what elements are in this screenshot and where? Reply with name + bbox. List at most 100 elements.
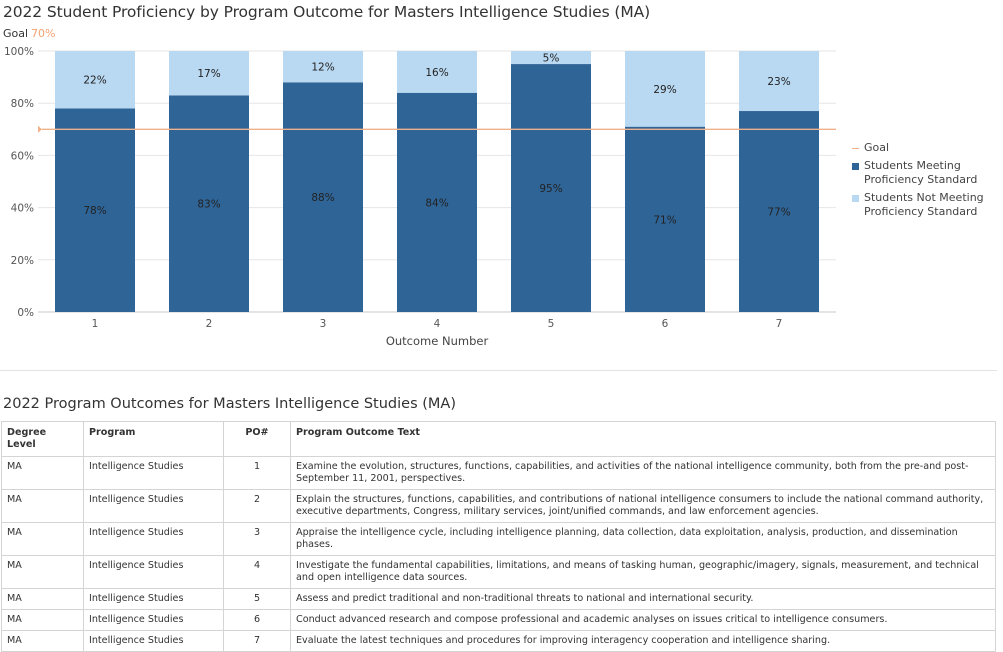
data-label-not-meeting: 12% <box>311 62 334 74</box>
table-row: MA Intelligence Studies 1 Examine the ev… <box>1 456 996 490</box>
cell-degree-level: MA <box>1 555 84 589</box>
goal-marker <box>38 125 42 133</box>
data-label-meeting: 78% <box>83 205 106 217</box>
x-tick-label: 4 <box>434 318 441 330</box>
cell-po-number: 4 <box>223 555 291 589</box>
x-axis-label: Outcome Number <box>386 334 489 348</box>
legend-not-meeting-label: Students Not Meeting Proficiency Standar… <box>864 191 984 218</box>
bar-not-meeting <box>511 51 591 65</box>
cell-outcome-text: Explain the structures, functions, capab… <box>290 489 996 523</box>
y-tick-label: 0% <box>17 307 34 319</box>
y-tick-label: 40% <box>11 203 34 215</box>
legend-meeting-label: Students Meeting Proficiency Standard <box>864 159 978 186</box>
cell-outcome-text: Appraise the intelligence cycle, includi… <box>290 522 996 556</box>
table-header-row: Degree Level Program PO# Program Outcome… <box>1 421 996 457</box>
stacked-bar-chart: 0% 20% 40% 60% 80% 100% 78% 22% 1 83% 17% 2 88% 12% 3 8… <box>4 46 836 348</box>
bar-meeting <box>283 82 363 312</box>
data-label-not-meeting: 22% <box>83 75 106 87</box>
cell-program: Intelligence Studies <box>83 588 224 610</box>
cell-po-number: 5 <box>223 588 291 610</box>
cell-degree-level: MA <box>1 489 84 523</box>
cell-program: Intelligence Studies <box>83 456 224 490</box>
data-label-not-meeting: 23% <box>767 76 790 88</box>
header-po-number: PO# <box>223 421 291 457</box>
chart-legend: Goal Students Meeting Proficiency Standa… <box>852 141 994 223</box>
cell-po-number: 3 <box>223 522 291 556</box>
table-row: MA Intelligence Studies 4 Investigate th… <box>1 555 996 589</box>
x-tick-label: 3 <box>320 318 327 330</box>
bar-meeting <box>625 126 705 312</box>
goal-caption-value: 70% <box>31 27 56 40</box>
bar-meeting <box>739 111 819 312</box>
data-label-meeting: 84% <box>425 197 448 209</box>
data-label-not-meeting: 5% <box>543 53 560 65</box>
legend-meeting-swatch <box>852 163 859 170</box>
goal-caption: Goal 70% <box>3 27 56 40</box>
x-tick-label: 5 <box>548 318 555 330</box>
y-tick-label: 20% <box>11 255 34 267</box>
cell-program: Intelligence Studies <box>83 609 224 631</box>
cell-program: Intelligence Studies <box>83 555 224 589</box>
data-label-meeting: 71% <box>653 214 676 226</box>
table-row: MA Intelligence Studies 6 Conduct advanc… <box>1 609 996 631</box>
cell-program: Intelligence Studies <box>83 630 224 652</box>
table-row: MA Intelligence Studies 7 Evaluate the l… <box>1 630 996 652</box>
cell-program: Intelligence Studies <box>83 489 224 523</box>
bar-not-meeting <box>739 51 819 112</box>
legend-goal-label: Goal <box>864 141 890 154</box>
cell-outcome-text: Assess and predict traditional and non-t… <box>290 588 996 610</box>
x-tick-label: 1 <box>92 318 99 330</box>
cell-degree-level: MA <box>1 522 84 556</box>
cell-outcome-text: Investigate the fundamental capabilities… <box>290 555 996 589</box>
data-label-meeting: 95% <box>539 183 562 195</box>
x-tick-label: 2 <box>206 318 213 330</box>
header-outcome-text: Program Outcome Text <box>290 421 996 457</box>
data-label-meeting: 77% <box>767 207 790 219</box>
y-tick-label: 60% <box>11 150 34 162</box>
cell-po-number: 7 <box>223 630 291 652</box>
y-tick-label: 80% <box>11 98 34 110</box>
bar-not-meeting <box>283 51 363 83</box>
table-title: 2022 Program Outcomes for Masters Intell… <box>3 396 456 412</box>
data-label-not-meeting: 17% <box>197 68 220 80</box>
table-row: MA Intelligence Studies 5 Assess and pre… <box>1 588 996 610</box>
bar-meeting <box>55 108 135 312</box>
legend-goal-swatch <box>852 148 859 149</box>
bar-not-meeting <box>625 51 705 127</box>
cell-outcome-text: Evaluate the latest techniques and proce… <box>290 630 996 652</box>
bar-not-meeting <box>55 51 135 109</box>
bar-meeting <box>169 95 249 313</box>
cell-po-number: 1 <box>223 456 291 490</box>
table-row: MA Intelligence Studies 3 Appraise the i… <box>1 522 996 556</box>
bar-not-meeting <box>397 51 477 93</box>
cell-outcome-text: Conduct advanced research and compose pr… <box>290 609 996 631</box>
x-tick-label: 6 <box>662 318 669 330</box>
table-row: MA Intelligence Studies 2 Explain the st… <box>1 489 996 523</box>
data-label-meeting: 88% <box>311 192 334 204</box>
chart-title: 2022 Student Proficiency by Program Outc… <box>3 3 651 21</box>
x-tick-label: 7 <box>776 318 783 330</box>
data-label-not-meeting: 29% <box>653 84 676 96</box>
legend-item-goal[interactable]: Goal <box>852 141 994 155</box>
cell-outcome-text: Examine the evolution, structures, funct… <box>290 456 996 490</box>
section-divider <box>0 370 997 371</box>
cell-degree-level: MA <box>1 456 84 490</box>
goal-caption-label: Goal <box>3 27 29 40</box>
cell-degree-level: MA <box>1 609 84 631</box>
cell-degree-level: MA <box>1 630 84 652</box>
header-program: Program <box>83 421 224 457</box>
data-label-meeting: 83% <box>197 199 220 211</box>
data-label-not-meeting: 16% <box>425 67 448 79</box>
cell-po-number: 6 <box>223 609 291 631</box>
y-tick-label: 100% <box>4 46 34 58</box>
bar-not-meeting <box>169 51 249 96</box>
cell-po-number: 2 <box>223 489 291 523</box>
header-degree-level: Degree Level <box>1 421 84 457</box>
cell-degree-level: MA <box>1 588 84 610</box>
cell-program: Intelligence Studies <box>83 522 224 556</box>
program-outcomes-table: Degree Level Program PO# Program Outcome… <box>1 421 996 652</box>
bar-meeting <box>511 64 591 312</box>
legend-item-meeting[interactable]: Students Meeting Proficiency Standard <box>852 159 994 187</box>
legend-item-not-meeting[interactable]: Students Not Meeting Proficiency Standar… <box>852 191 994 219</box>
legend-not-meeting-swatch <box>852 195 859 202</box>
